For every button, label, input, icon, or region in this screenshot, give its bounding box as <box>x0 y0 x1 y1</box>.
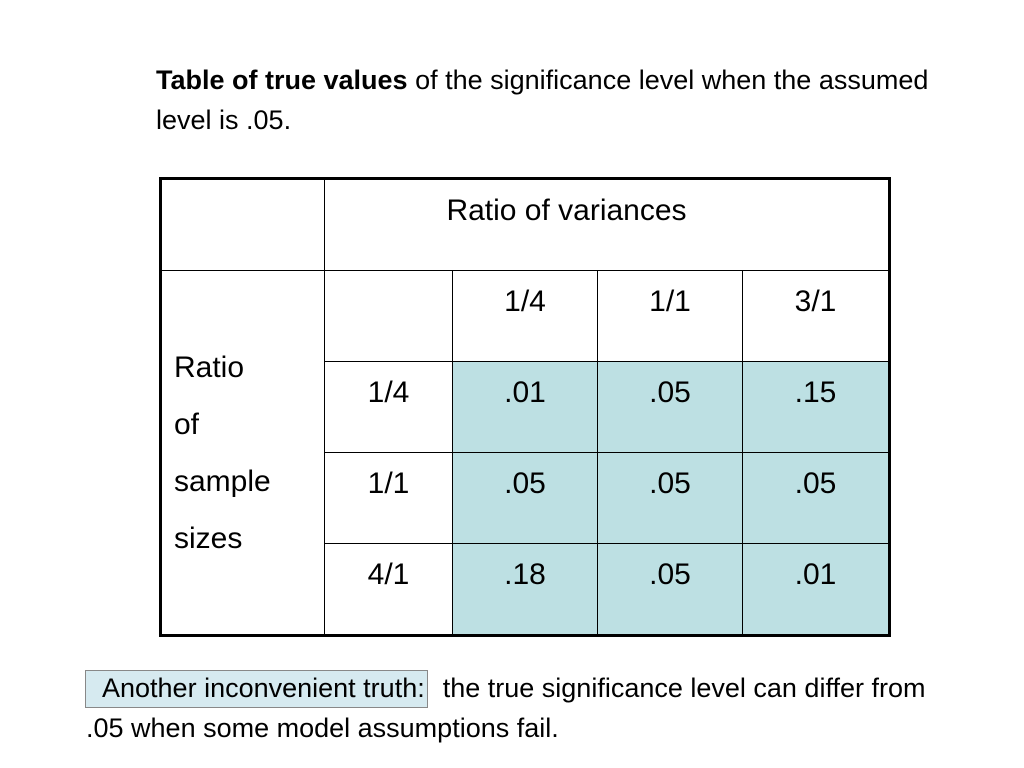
value-cell: .05 <box>452 452 598 544</box>
corner-cell <box>161 179 325 271</box>
value-cell: .05 <box>597 543 743 635</box>
row-group-label: Ratio of sample sizes <box>174 350 271 555</box>
value-cell: .05 <box>597 361 743 453</box>
column-header: 3/1 <box>742 270 889 362</box>
row-header: 4/1 <box>324 543 453 635</box>
row-header: 1/4 <box>324 361 453 453</box>
value-cell: .15 <box>742 361 889 453</box>
blank-cell <box>324 270 453 362</box>
value-cell: .05 <box>742 452 889 544</box>
column-header: 1/1 <box>597 270 743 362</box>
note-text: the true significance level can differ f… <box>86 673 933 743</box>
value-cell: .01 <box>452 361 598 453</box>
value-cell: .18 <box>452 543 598 635</box>
row-header: 1/1 <box>324 452 453 544</box>
row-group-header: Ratio of sample sizes <box>161 270 325 635</box>
value-cell: .01 <box>742 543 889 635</box>
note: Another inconvenient truth: the true sig… <box>85 668 966 748</box>
column-header: 1/4 <box>452 270 598 362</box>
note-highlight: Another inconvenient truth: <box>85 670 428 708</box>
heading-bold: Table of true values <box>156 65 408 95</box>
column-group-header: Ratio of variances <box>324 179 889 271</box>
heading: Table of true values of the significance… <box>156 60 956 140</box>
value-cell: .05 <box>597 452 743 544</box>
table: Ratio of variances Ratio of sample sizes… <box>159 177 891 637</box>
heading-text: of the significance level when the assum… <box>156 65 929 135</box>
